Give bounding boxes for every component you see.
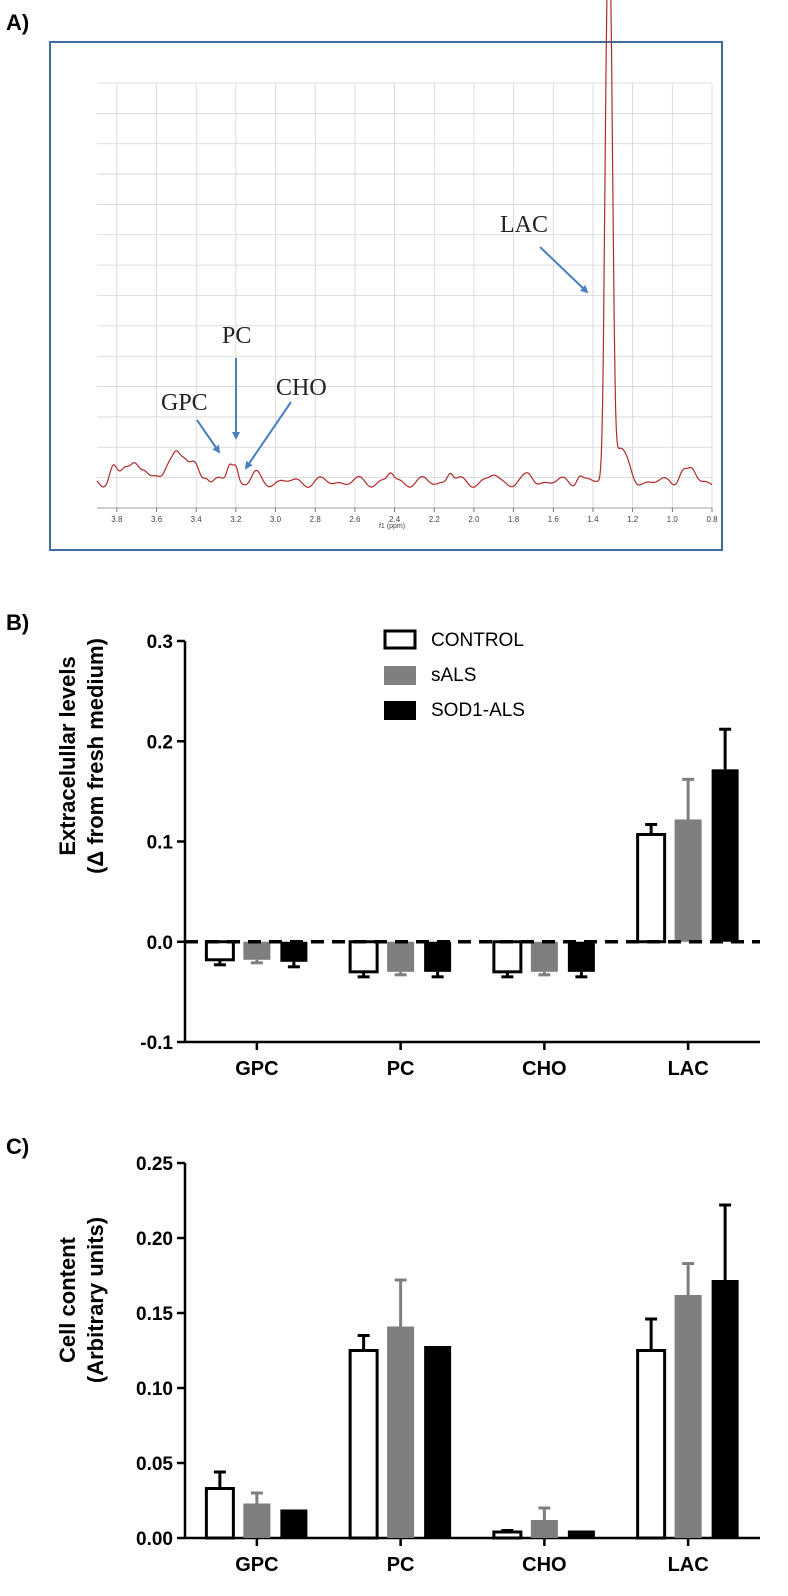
spectrum-trace <box>96 0 713 488</box>
bar-sals-gpc <box>243 941 271 960</box>
bar-control-pc <box>348 940 379 974</box>
spectrum-grid <box>97 82 713 509</box>
y-tick-label: 0.25 <box>136 1154 173 1175</box>
bar-sals-gpc <box>243 1503 271 1538</box>
y-tick-label: 0.2 <box>147 732 173 753</box>
bar-sals-cho <box>530 941 558 972</box>
x-tick-label: 3.4 <box>191 515 203 524</box>
y-tick-label: 0.3 <box>147 632 173 653</box>
extracellular-bar-chart: -0.1 0.0 0.1 0.2 0.3 GPC PC CHO LAC <box>140 632 760 1080</box>
y-tick-label: 0.10 <box>136 1379 173 1400</box>
panel-b-label: B) <box>6 610 29 635</box>
x-tick-label: 2.6 <box>349 515 361 524</box>
y-tick-label: 0.20 <box>136 1229 173 1250</box>
panel-c-label: C) <box>6 1134 29 1159</box>
pc-annotation: PC <box>222 323 251 349</box>
x-tick-label: 3.0 <box>270 515 282 524</box>
b-y-label-line2: (Δ from fresh medium) <box>83 638 108 874</box>
bar-sod1-als-gpc <box>280 1509 308 1538</box>
bar-control-gpc <box>204 1487 235 1540</box>
x-tick-label: CHO <box>522 1058 566 1080</box>
bar-sod1-als-pc <box>424 1346 452 1538</box>
bar-control-lac <box>636 1349 667 1540</box>
legend-label-sals: sALS <box>431 665 476 686</box>
gpc-annotation: GPC <box>161 390 208 416</box>
x-tick-label: 2.4 <box>389 515 401 524</box>
spectrum-frame <box>49 41 723 551</box>
spectrum-x-label: f1 (ppm) <box>379 523 405 530</box>
x-tick-label: 1.0 <box>667 515 679 524</box>
x-tick-label: 2.2 <box>429 515 441 524</box>
panel-a-label: A) <box>6 10 29 35</box>
y-tick-label: -0.1 <box>140 1033 173 1054</box>
x-tick-label: LAC <box>668 1058 709 1080</box>
spectrum-x-ticks: 3.8 3.6 3.4 3.2 3.0 2.8 2.6 2.4 2.2 2.0 1.8 1.6 1.4 1… <box>97 507 718 524</box>
legend-label-control: CONTROL <box>431 630 524 651</box>
x-tick-label: GPC <box>235 1554 278 1576</box>
x-tick-label: 2.0 <box>468 515 480 524</box>
cell-content-bar-chart: 0.00 0.05 0.10 0.15 0.20 0.25 GPC PC CHO LAC <box>136 1154 760 1576</box>
x-tick-label: 1.6 <box>548 515 560 524</box>
lac-arrow <box>539 246 589 294</box>
bar-sod1-als-gpc <box>280 941 308 962</box>
y-tick-label: 0.0 <box>147 933 173 954</box>
bar-control-cho <box>492 1530 523 1540</box>
b-y-label-line1: Extracelullar levels <box>55 656 80 855</box>
y-tick-label: 0.1 <box>147 833 174 854</box>
bar-sals-pc <box>387 941 415 972</box>
c-y-label-line2: (Arbitrary units) <box>83 1217 108 1383</box>
bar-sod1-als-lac <box>711 1280 739 1538</box>
y-tick-label: 0.00 <box>136 1529 173 1550</box>
x-tick-label: 1.2 <box>627 515 639 524</box>
legend-label-sod1: SOD1-ALS <box>431 700 525 721</box>
bar-sals-lac <box>674 1295 702 1538</box>
legend: CONTROL sALS SOD1-ALS <box>383 629 525 721</box>
x-tick-label: LAC <box>668 1554 709 1576</box>
x-tick-label: 3.2 <box>230 515 242 524</box>
x-tick-label: 1.8 <box>508 515 520 524</box>
bar-sod1-als-lac <box>711 769 739 942</box>
c-y-label-line1: Cell content <box>55 1236 80 1363</box>
bar-control-gpc <box>204 940 235 962</box>
bar-control-pc <box>348 1349 379 1540</box>
x-tick-label: 3.8 <box>111 515 123 524</box>
bar-sod1-als-cho <box>567 1530 595 1538</box>
y-tick-label: 0.15 <box>136 1304 173 1325</box>
bar-sod1-als-pc <box>424 941 452 972</box>
y-tick-label: 0.05 <box>136 1454 173 1475</box>
bar-sals-lac <box>674 819 702 942</box>
x-tick-label: 3.6 <box>151 515 163 524</box>
gpc-arrow <box>196 419 221 454</box>
x-tick-label: 1.4 <box>587 515 599 524</box>
lac-annotation: LAC <box>500 212 548 238</box>
bar-control-lac <box>636 832 667 944</box>
bar-sals-pc <box>387 1326 415 1538</box>
x-tick-label: CHO <box>522 1554 566 1576</box>
x-tick-label: 2.8 <box>310 515 322 524</box>
bar-control-cho <box>492 940 523 974</box>
cho-arrow <box>244 401 292 470</box>
legend-swatch-control <box>383 629 417 650</box>
legend-swatch-sals <box>384 666 416 685</box>
legend-swatch-sod1 <box>384 701 416 720</box>
bar-sod1-als-cho <box>567 941 595 972</box>
x-tick-label: PC <box>387 1554 415 1576</box>
cho-annotation: CHO <box>276 375 327 401</box>
bar-sals-cho <box>530 1520 558 1538</box>
x-tick-label: GPC <box>235 1058 278 1080</box>
x-tick-label: 0.8 <box>706 515 718 524</box>
x-tick-label: PC <box>387 1058 415 1080</box>
